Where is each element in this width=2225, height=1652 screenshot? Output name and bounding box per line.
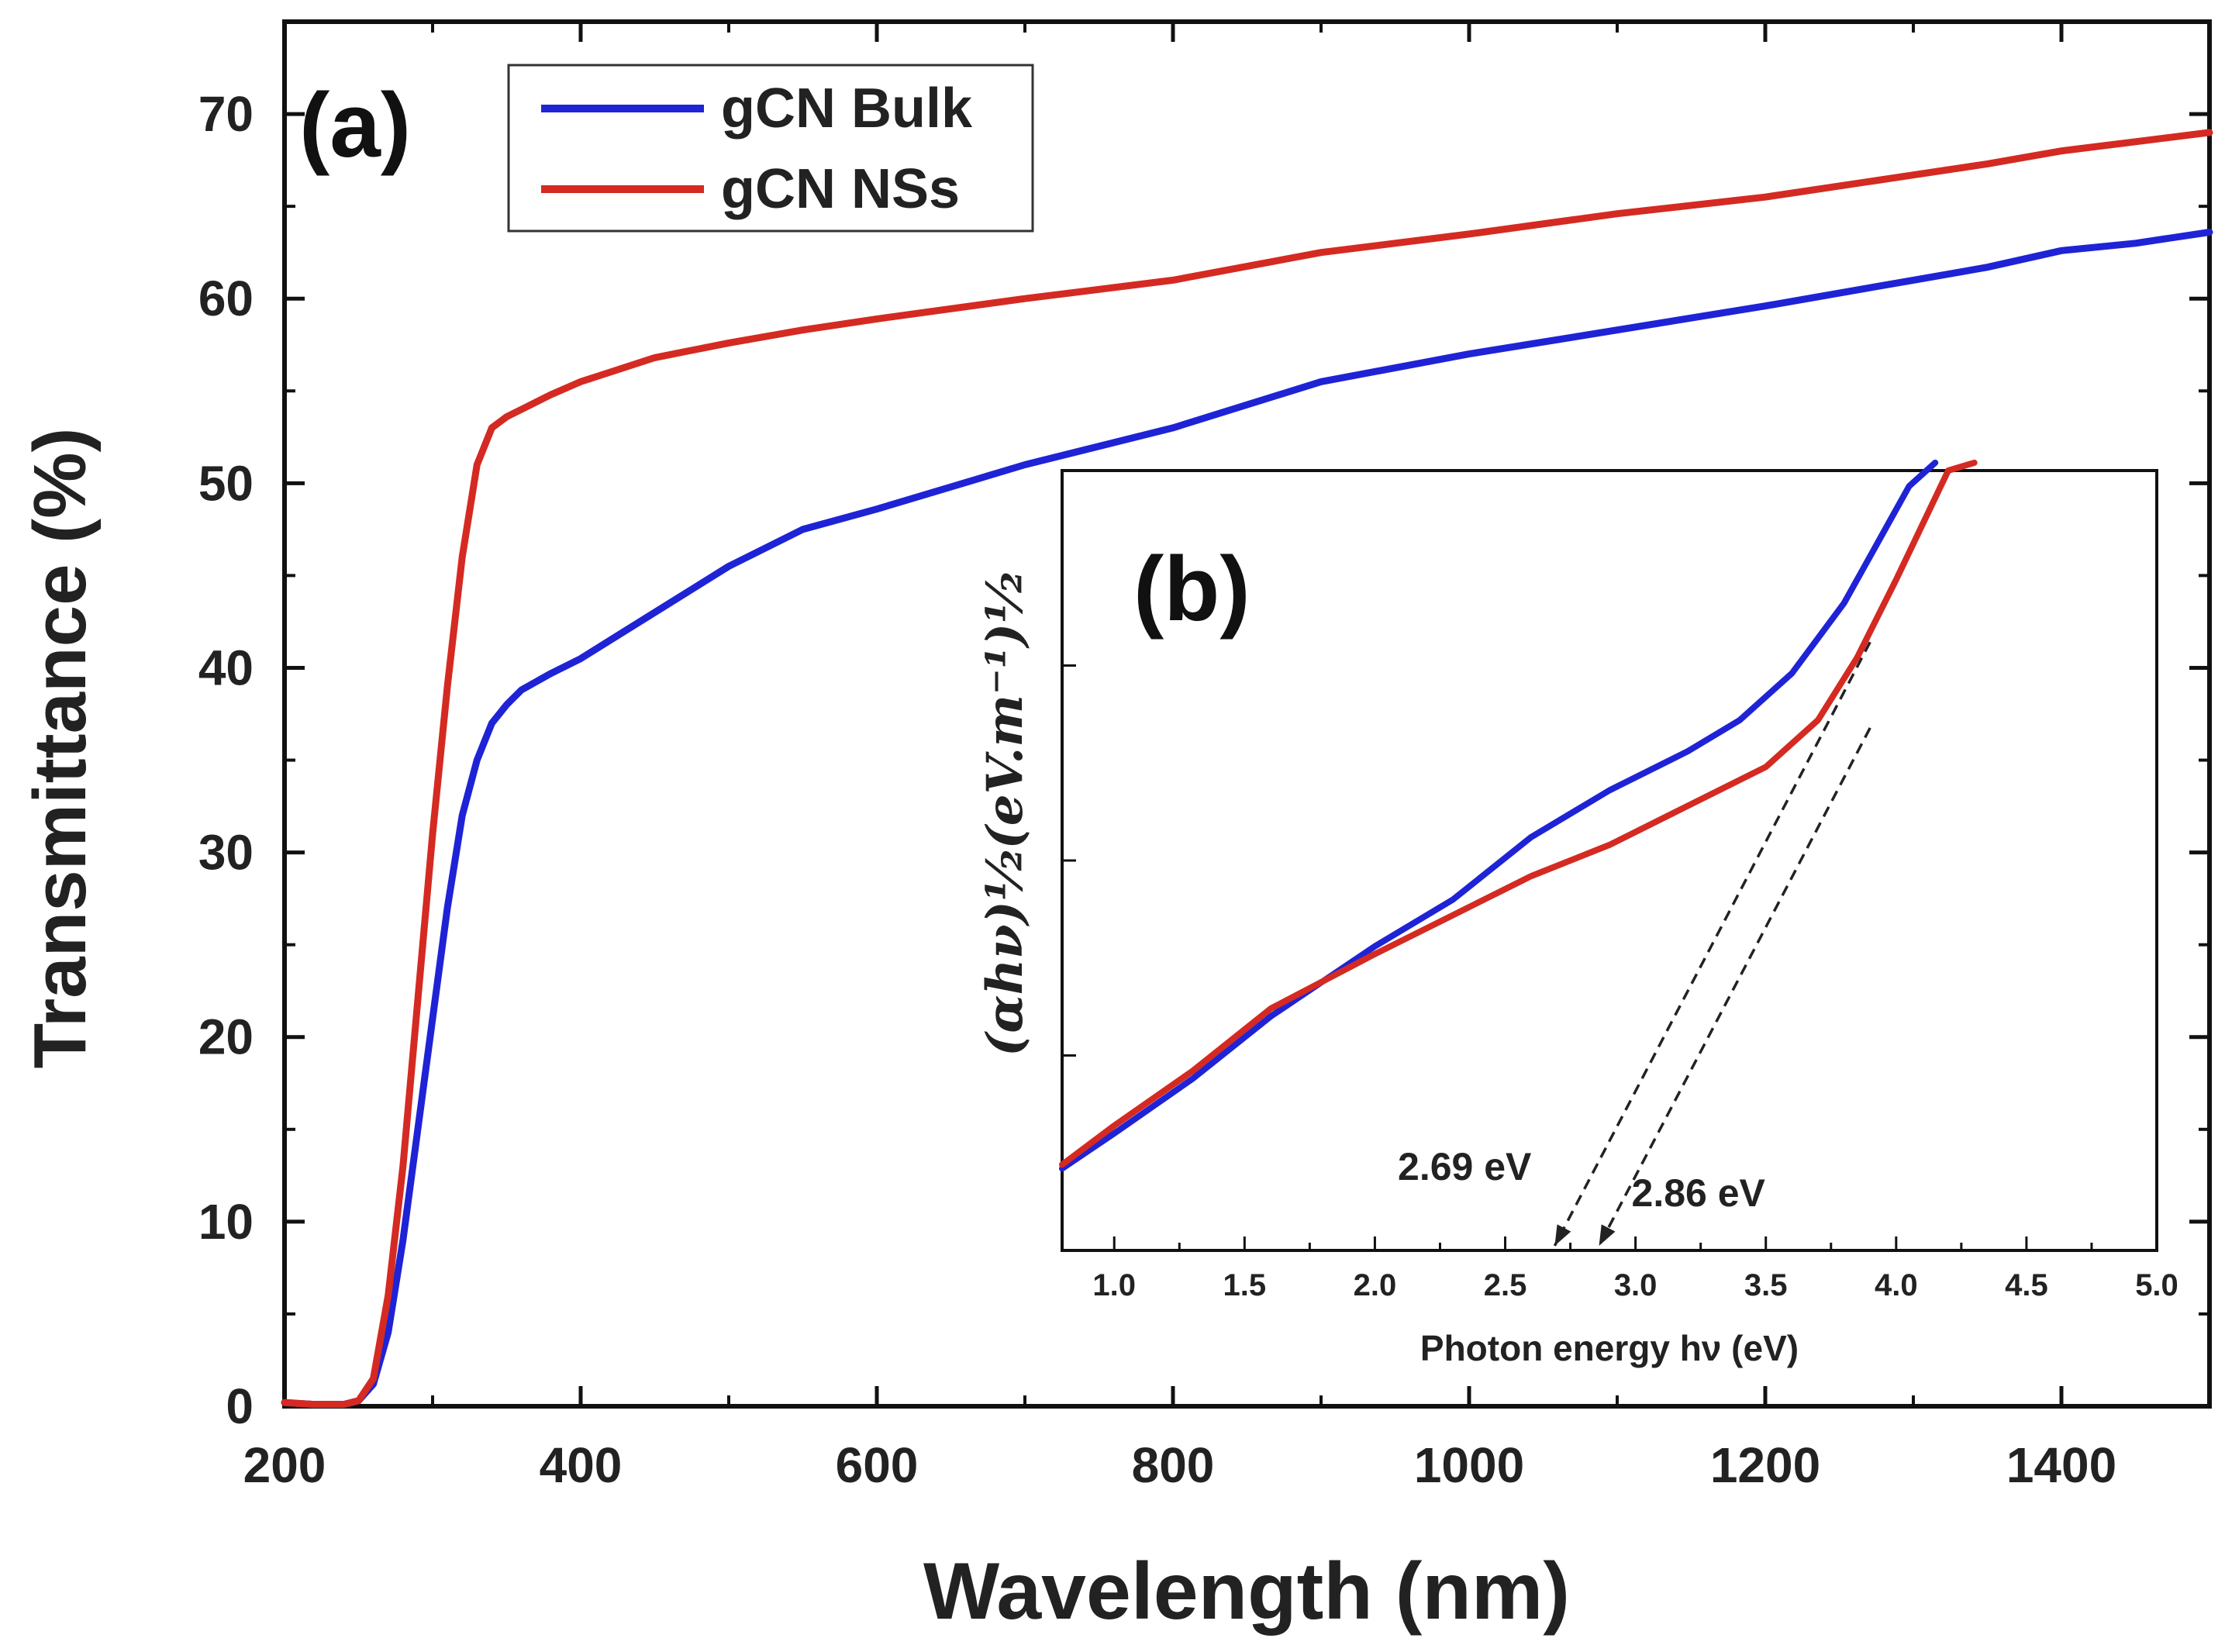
panel-a-label: (a) [299,74,411,177]
annotation-bandgap-nss: 2.86 eV [1632,1171,1766,1215]
inset-x-tick-label: 3.5 [1744,1268,1788,1302]
main-y-tick-label: 20 [198,1009,254,1065]
tangent-arrowhead [1599,1224,1616,1246]
main-series-line-gcn-nss [281,129,2213,1409]
inset-axis-ticks: 1.0 1.5 2.0 2.5 3.0 3.5 4.0 4.5 5.0 [1062,664,2178,1302]
main-x-tick-label: 1200 [1710,1437,1820,1493]
main-y-tick-label: 30 [198,825,254,881]
inset-series-group [1059,459,1978,1172]
inset-x-tick-label: 5.0 [2135,1268,2178,1302]
tangent-arrowhead [1554,1224,1571,1246]
main-y-tick-label: 50 [198,455,254,511]
main-x-axis-title: Wavelength (nm) [923,1547,1570,1636]
inset-x-axis-title: Photon energy hν (eV) [1420,1328,1799,1368]
inset-annotations: 2.69 eV 2.86 eV [1398,1145,1766,1215]
main-y-tick-label: 70 [198,86,254,142]
inset-plot-frame [1061,469,2158,1252]
inset-series-line-gcn-bulk [1059,459,1939,1172]
main-y-tick-label: 60 [198,271,254,326]
main-x-tick-label: 800 [1132,1437,1215,1493]
main-series-group [281,129,2213,1409]
main-y-tick-label: 40 [198,640,254,695]
tangent-line [1553,641,1871,1247]
legend-label-gcn-nss: gCN NSs [721,158,960,220]
inset-x-tick-label: 1.5 [1223,1268,1267,1302]
main-axis-ticks: 200 400 600 800 1000 1200 1400 0 10 20 30 40 50 60 70 [198,20,2209,1493]
inset-x-tick-label: 4.0 [1875,1268,1918,1302]
tangent-line [1598,727,1871,1247]
inset-series-line-gcn-nss [1059,459,1978,1168]
main-x-tick-label: 1000 [1414,1437,1524,1493]
inset-x-tick-label: 2.0 [1354,1268,1397,1302]
main-series-line-gcn-bulk [281,229,2213,1409]
main-y-tick-label: 10 [198,1194,254,1250]
inset-x-tick-label: 1.0 [1092,1268,1136,1302]
main-x-tick-label: 600 [836,1437,919,1493]
panel-b-label: (b) [1133,538,1250,640]
legend-label-gcn-bulk: gCN Bulk [721,78,973,140]
annotation-bandgap-bulk: 2.69 eV [1398,1145,1532,1188]
inset-x-tick-label: 4.5 [2005,1268,2048,1302]
main-x-tick-label: 1400 [2006,1437,2116,1493]
inset-tangent-lines [1553,641,1871,1247]
main-plot-frame [282,19,2212,1409]
main-y-axis-title: Transmittance (%) [19,428,102,1069]
main-x-tick-label: 200 [243,1437,326,1493]
main-y-tick-label: 0 [226,1378,254,1434]
legend: gCN Bulk gCN NSs [507,64,1034,233]
inset-y-axis-title: (αhν)¹⁄₂(eV.m⁻¹)¹⁄₂ [976,571,1034,1057]
legend-box [507,64,1034,233]
main-x-tick-label: 400 [540,1437,623,1493]
inset-x-tick-label: 3.0 [1614,1268,1658,1302]
inset-x-tick-label: 2.5 [1484,1268,1527,1302]
